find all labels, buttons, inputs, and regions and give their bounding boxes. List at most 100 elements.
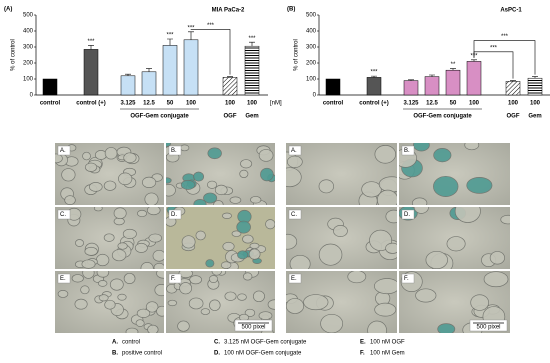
cell — [347, 271, 367, 284]
cell — [123, 152, 137, 164]
cell — [71, 274, 84, 283]
legend-text: 3.125 nM OGF-Gem conjugate — [224, 340, 307, 346]
micrograph: D. — [166, 207, 275, 269]
cell — [141, 176, 157, 188]
panel-label-box — [57, 209, 71, 220]
cell — [117, 242, 128, 250]
group-label: Gem — [528, 114, 541, 120]
y-tick-label: 100 — [306, 77, 317, 83]
y-axis-label: % of control — [11, 39, 17, 71]
bar — [505, 81, 521, 96]
error-bar — [371, 75, 377, 78]
cell — [367, 320, 387, 333]
cell — [74, 298, 88, 310]
x-tick-label: 100 — [225, 101, 236, 107]
error-bar — [167, 38, 173, 46]
cells — [286, 145, 397, 205]
bar — [466, 61, 482, 96]
legend-letter: B. — [112, 351, 118, 357]
y-tick-label: 500 — [306, 13, 317, 19]
error-bar — [450, 68, 456, 71]
scale-bar-label: 500 pixel — [476, 325, 500, 331]
cell — [437, 323, 456, 333]
error-bar — [188, 31, 194, 40]
cell — [242, 234, 254, 244]
cell — [55, 153, 63, 164]
cell — [181, 235, 196, 249]
x-tick-label: control — [323, 101, 344, 107]
cell — [135, 319, 145, 327]
significance-label: *** — [166, 33, 174, 39]
panel-label: F. — [171, 276, 176, 282]
cell — [177, 320, 190, 332]
cell — [94, 150, 107, 160]
cell — [82, 271, 95, 279]
significance-label: *** — [370, 70, 378, 76]
cell — [211, 271, 222, 276]
cell — [286, 167, 302, 188]
y-tick-label: 300 — [306, 45, 317, 51]
y-tick-label: 500 — [23, 13, 34, 19]
legend-letter: C. — [214, 340, 220, 346]
bar — [366, 77, 382, 96]
x-tick-label: 100 — [508, 101, 519, 107]
panel-label: B. — [171, 148, 177, 154]
legend-letter: A. — [112, 340, 118, 346]
cell — [96, 271, 110, 278]
cell — [286, 233, 298, 250]
x-tick-label: control (+) — [359, 101, 389, 107]
cells — [55, 144, 163, 205]
cell — [195, 230, 206, 241]
micrograph: D. — [399, 207, 510, 269]
group-label: OGF-Gem conjugate — [130, 114, 189, 120]
significance-label: *** — [87, 39, 95, 45]
cell — [193, 199, 207, 205]
cell — [249, 242, 260, 250]
cells — [166, 143, 275, 205]
cell — [206, 180, 218, 189]
y-tick-label: 200 — [306, 61, 317, 67]
error-bar — [249, 41, 255, 47]
panel-label-box — [401, 273, 415, 284]
panel-label: (A) — [4, 7, 12, 13]
cell — [167, 299, 178, 307]
cell — [179, 144, 190, 152]
cell — [122, 228, 137, 239]
cell — [144, 192, 159, 205]
legend-letter: F. — [360, 351, 365, 357]
panel-label-box — [288, 145, 302, 156]
cell — [224, 291, 237, 301]
y-tick-label: 100 — [23, 77, 34, 83]
bar — [424, 76, 440, 96]
bar — [527, 77, 543, 96]
significance-label: *** — [248, 36, 256, 42]
cell — [361, 181, 382, 198]
error-bar — [146, 68, 152, 72]
cell — [454, 207, 481, 223]
cell — [242, 272, 253, 281]
cell — [205, 259, 215, 268]
significance-label: ** — [451, 62, 456, 68]
error-bar — [510, 80, 516, 82]
cell — [104, 299, 116, 310]
error-bar — [408, 79, 414, 81]
cell — [166, 177, 172, 184]
cell — [134, 242, 148, 253]
cell — [265, 219, 275, 230]
cell — [88, 182, 103, 192]
x-tick-label: 12.5 — [426, 101, 438, 107]
panel-label: D. — [171, 212, 177, 218]
cell — [61, 168, 76, 182]
significance-label: *** — [470, 53, 478, 59]
cell — [258, 149, 274, 162]
cell — [374, 145, 397, 164]
bracket-label: *** — [207, 23, 215, 29]
cell — [425, 250, 448, 269]
cell — [104, 147, 118, 160]
micrograph: F. 500 pixel — [166, 271, 275, 333]
group-label: OGF — [224, 114, 237, 120]
cell — [376, 189, 397, 205]
cell — [75, 239, 84, 247]
cells — [166, 207, 275, 269]
